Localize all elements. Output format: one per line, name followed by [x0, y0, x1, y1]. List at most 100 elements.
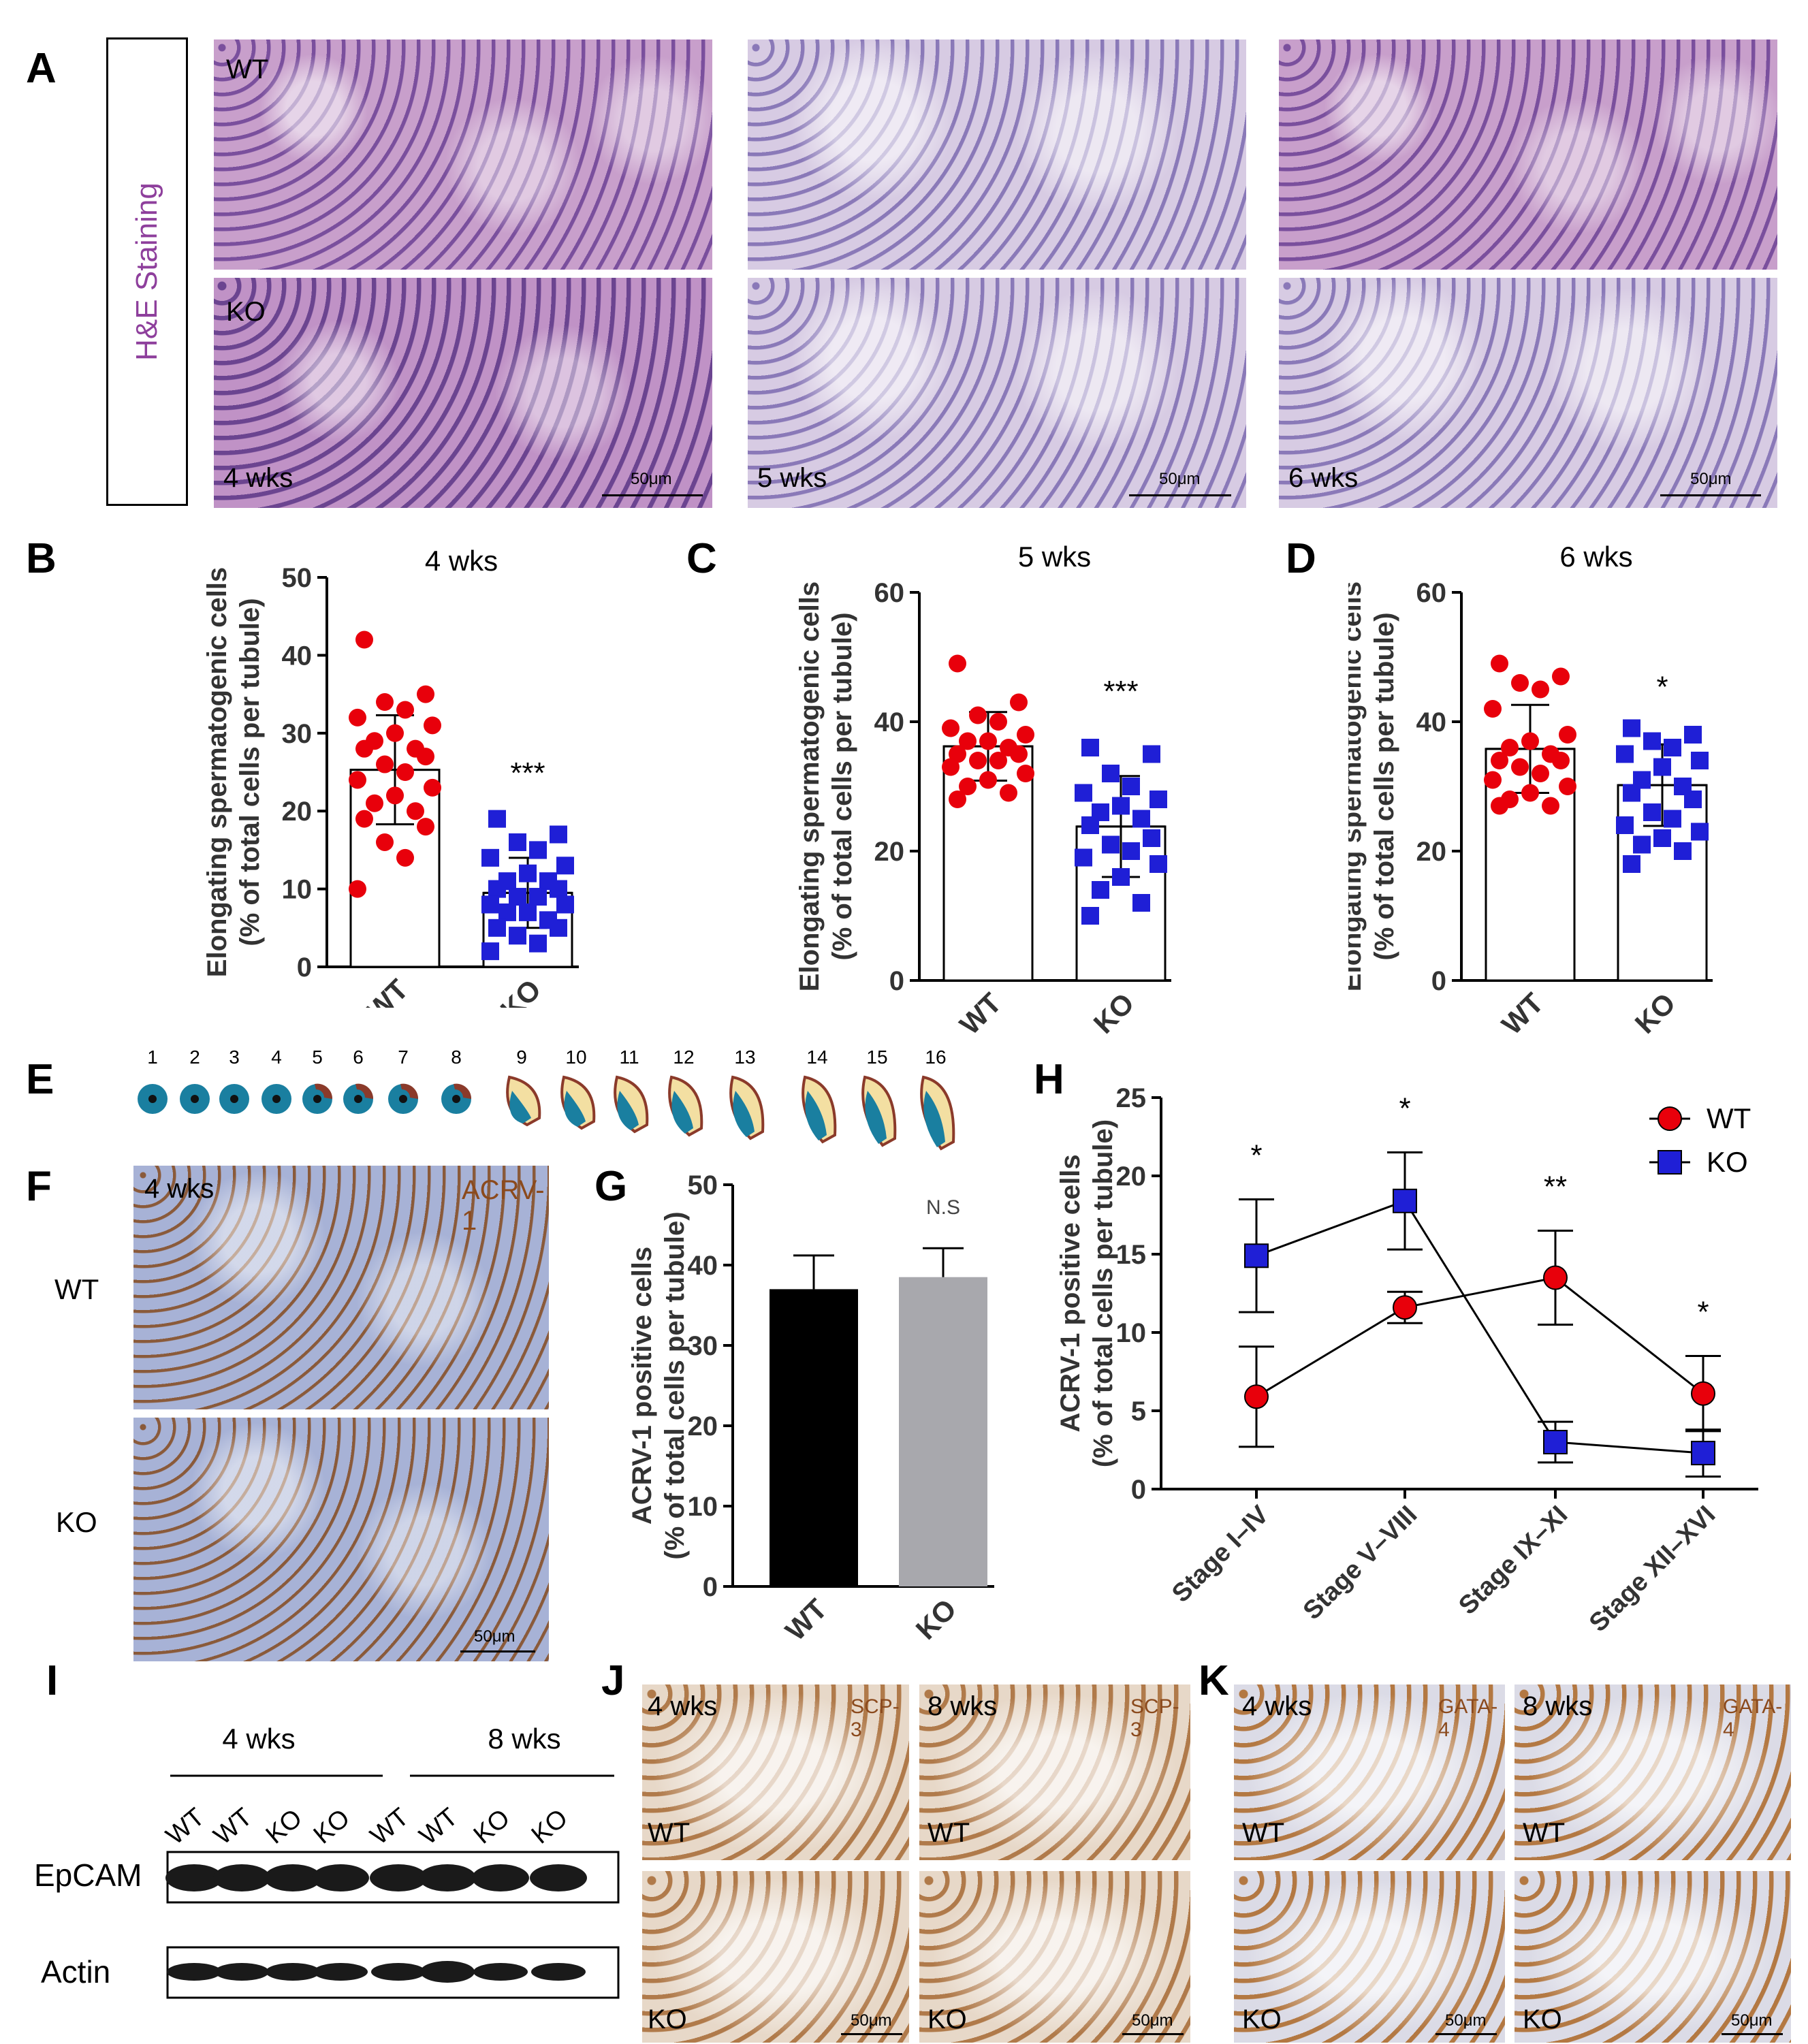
- wt-point: [1543, 1265, 1568, 1290]
- wt-point: [1532, 765, 1549, 782]
- scp3-ko-8wks-image: KO 50μm: [919, 1871, 1190, 2043]
- scale-text: 50μm: [474, 1627, 516, 1646]
- step-number: 15: [866, 1047, 887, 1068]
- row-label-wt: WT: [1242, 1818, 1285, 1848]
- legend-wt-marker: [1658, 1106, 1682, 1131]
- ko-point: [1244, 1243, 1269, 1268]
- nucleus-shape: [564, 1091, 586, 1127]
- ko-point: [1633, 835, 1651, 854]
- ko-point: [1616, 745, 1634, 763]
- significance-label: *: [1399, 1092, 1410, 1125]
- actin-band: [215, 1963, 269, 1981]
- lane-label: WT: [208, 1803, 257, 1851]
- y-tick-label: 40: [688, 1251, 718, 1281]
- row-label-wt: WT: [648, 1818, 691, 1848]
- ko-point: [1112, 868, 1130, 886]
- x-tick-label: WT: [779, 1593, 834, 1647]
- y-tick-label: 10: [688, 1492, 718, 1522]
- panel-label-k: K: [1199, 1657, 1229, 1704]
- epcam-band: [213, 1864, 270, 1891]
- panel-label-i: I: [46, 1657, 59, 1704]
- wt-point: [1691, 1381, 1715, 1406]
- y-tick-label: 0: [889, 966, 904, 996]
- ko-point: [1643, 803, 1661, 821]
- wt-point: [1559, 778, 1576, 795]
- scale-bar: [602, 494, 703, 496]
- ko-point: [1691, 752, 1709, 769]
- y-tick-label: 10: [282, 875, 313, 905]
- ko-point: [509, 927, 526, 945]
- lane-label: WT: [414, 1803, 463, 1851]
- scale-bar: [1436, 2033, 1497, 2035]
- nucleus-spot: [148, 1095, 157, 1103]
- nucleus-shape: [509, 1091, 531, 1123]
- stain-label: ACRV-1: [462, 1175, 545, 1236]
- wt-point: [969, 752, 987, 769]
- he-wt-5wks-image: [748, 39, 1246, 270]
- panel-label-f: F: [26, 1163, 52, 1210]
- y-axis-label: (% of total cells per tubule): [235, 598, 265, 946]
- step-number: 16: [925, 1047, 946, 1068]
- y-tick-label: 20: [282, 797, 313, 827]
- y-axis-label: (% of total cells per tubule): [1369, 612, 1399, 960]
- age-label: 4 wks: [648, 1691, 718, 1721]
- nucleus-spot: [354, 1095, 362, 1103]
- actin-band: [266, 1963, 320, 1981]
- age-label: 6 wks: [1288, 463, 1359, 493]
- y-tick-label: 15: [1116, 1240, 1147, 1270]
- wt-point: [396, 763, 414, 781]
- ko-point: [498, 903, 516, 921]
- wt-point: [355, 739, 373, 758]
- nucleus-shape: [671, 1091, 693, 1134]
- ko-point: [1664, 810, 1681, 828]
- step-number: 9: [516, 1047, 527, 1068]
- lane-label: WT: [161, 1803, 210, 1851]
- chart-title: 5 wks: [1018, 541, 1091, 573]
- scale-text: 50μm: [851, 2011, 892, 2030]
- panel-label-d: D: [1286, 535, 1316, 582]
- wt-point: [1511, 674, 1529, 692]
- age-label: 4 wks: [1242, 1691, 1312, 1721]
- lane-label: WT: [365, 1803, 414, 1851]
- y-tick-label: 60: [874, 578, 905, 608]
- he-ko-4wks-image: KO 4 wks 50μm: [214, 278, 712, 508]
- y-tick-label: 25: [1116, 1083, 1147, 1113]
- gata4-wt-8wks-image: 8 wks GATA-4 WT: [1514, 1684, 1791, 1860]
- age-label: 5 wks: [757, 463, 827, 493]
- he-staining-side-box: H&E Staining: [106, 37, 188, 506]
- acrv1-ko-image: 50μm: [133, 1418, 549, 1661]
- step-number: 10: [565, 1047, 586, 1068]
- stain-label: SCP-3: [1130, 1695, 1179, 1741]
- bar: [770, 1289, 858, 1586]
- scp3-wt-8wks-image: 8 wks SCP-3 WT: [919, 1684, 1190, 1860]
- chart-title: 6 wks: [1559, 541, 1632, 573]
- chart-g: ACRV-1 positive cells (% of total cells p…: [627, 1170, 994, 1647]
- ko-point: [1081, 739, 1099, 756]
- wt-point: [424, 716, 441, 735]
- age-group-label: 4 wks: [222, 1723, 295, 1755]
- x-tick-label: Stage I–IV: [1167, 1500, 1275, 1608]
- panel-label-a: A: [26, 45, 57, 92]
- actin-band: [313, 1963, 368, 1981]
- ko-point: [1684, 726, 1702, 744]
- acrosome-cap: [355, 1083, 374, 1099]
- scale-bar: [841, 2033, 902, 2035]
- chart-h: ACRV-1 positive cells (% of total cells p…: [1056, 1083, 1758, 1638]
- x-tick-label: WT: [1495, 987, 1550, 1035]
- panel-label-c: C: [686, 535, 717, 582]
- ko-point: [556, 895, 574, 914]
- ko-point: [1623, 719, 1640, 737]
- ko-point: [1623, 784, 1640, 802]
- stain-label: SCP-3: [851, 1695, 900, 1741]
- stain-label: GATA-4: [1723, 1695, 1783, 1741]
- significance-label: *: [1656, 670, 1668, 703]
- row-label-ko: KO: [927, 2005, 967, 2034]
- y-tick-label: 50: [688, 1170, 718, 1200]
- ko-point: [1691, 1441, 1715, 1466]
- x-tick-label: Stage V–VIII: [1298, 1501, 1423, 1626]
- ko-point: [519, 864, 537, 882]
- ko-point: [1691, 823, 1709, 841]
- actin-band: [473, 1963, 528, 1981]
- step-number: 8: [451, 1047, 462, 1068]
- panel-label-g: G: [594, 1163, 628, 1210]
